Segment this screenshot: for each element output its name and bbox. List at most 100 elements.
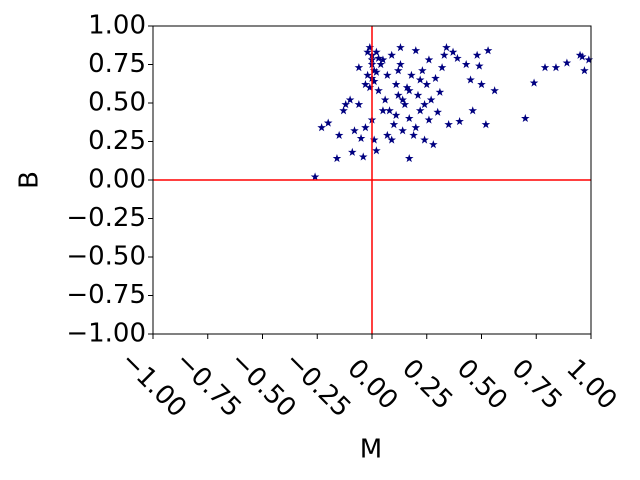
y-tick-label: 0.25 — [88, 126, 146, 156]
data-point — [358, 152, 368, 161]
data-point — [433, 107, 442, 116]
data-point — [334, 130, 344, 139]
data-point — [461, 60, 471, 69]
data-point — [369, 135, 379, 144]
data-point — [409, 130, 418, 139]
data-point — [345, 95, 355, 104]
data-point — [575, 50, 585, 59]
data-point — [420, 100, 429, 109]
data-point — [389, 120, 399, 129]
x-tick-label: 1.00 — [560, 354, 622, 416]
data-point — [369, 76, 379, 86]
data-point — [404, 86, 414, 95]
data-point — [424, 115, 434, 124]
y-tick-label: −1.00 — [66, 319, 146, 349]
data-point — [439, 50, 449, 59]
data-point — [365, 43, 375, 52]
plot-frame — [152, 25, 592, 335]
data-point — [448, 47, 458, 56]
data-point — [402, 83, 412, 92]
data-point — [398, 126, 407, 135]
data-point — [444, 120, 453, 129]
data-point — [400, 100, 410, 109]
data-point — [415, 75, 425, 84]
data-point — [391, 110, 401, 119]
data-point — [354, 63, 364, 72]
data-point — [472, 50, 482, 59]
y-tick-label: 0.00 — [88, 165, 146, 195]
y-tick-label: 1.00 — [88, 11, 146, 41]
data-point — [468, 106, 478, 115]
data-point — [378, 106, 388, 115]
y-tick-label: 0.50 — [88, 88, 146, 118]
data-point — [378, 55, 388, 64]
data-point — [317, 123, 326, 132]
y-axis-label: B — [15, 171, 45, 189]
data-point — [332, 153, 342, 163]
data-point — [562, 58, 572, 67]
data-point — [396, 60, 405, 69]
data-point — [413, 90, 423, 99]
data-point — [391, 80, 401, 89]
data-point — [404, 153, 414, 163]
data-point — [372, 67, 381, 76]
data-point — [387, 135, 396, 144]
data-point — [398, 95, 407, 104]
data-point — [551, 63, 561, 72]
x-axis-label: M — [360, 435, 382, 465]
y-tick-label: −0.75 — [66, 280, 146, 310]
data-point — [577, 52, 587, 61]
data-point — [361, 123, 370, 132]
x-tick-label: 0.75 — [506, 354, 568, 416]
data-point — [411, 46, 421, 55]
data-point — [376, 60, 386, 69]
data-point — [374, 86, 383, 95]
data-point — [323, 118, 333, 127]
data-point — [466, 75, 475, 84]
data-point — [341, 100, 350, 109]
data-point — [387, 50, 396, 59]
data-point — [540, 63, 550, 72]
data-point — [394, 66, 403, 75]
y-tick-label: −0.50 — [66, 242, 146, 272]
data-point — [431, 73, 440, 82]
data-point — [404, 113, 414, 123]
data-point — [422, 80, 432, 89]
data-point — [348, 147, 357, 156]
data-point — [429, 140, 438, 149]
data-point — [481, 120, 491, 129]
data-point — [437, 63, 447, 72]
data-point — [396, 43, 405, 52]
data-point — [356, 133, 366, 143]
data-point — [580, 66, 589, 75]
data-point — [407, 70, 416, 79]
data-point — [455, 116, 464, 126]
data-point — [424, 55, 434, 64]
data-point — [490, 86, 499, 95]
data-point — [442, 43, 451, 52]
data-point — [383, 70, 392, 79]
data-point — [521, 113, 530, 123]
x-tick-label: 0.25 — [396, 354, 458, 416]
data-point — [529, 78, 539, 87]
data-point — [339, 106, 348, 115]
y-tick-label: −0.25 — [66, 203, 146, 233]
data-point — [584, 55, 594, 64]
y-tick-label: 0.75 — [88, 49, 146, 79]
data-point — [426, 95, 436, 104]
data-point — [361, 80, 370, 89]
data-point — [475, 61, 484, 70]
x-tick-label: 0.50 — [451, 354, 513, 416]
data-point — [350, 126, 359, 135]
data-point — [415, 106, 425, 115]
data-point — [435, 87, 445, 96]
data-point — [411, 123, 421, 132]
data-point — [372, 47, 381, 56]
data-point — [374, 53, 383, 62]
data-point — [453, 53, 462, 62]
data-point — [380, 95, 390, 104]
data-point — [372, 146, 381, 155]
data-point — [385, 106, 394, 115]
data-point — [365, 83, 375, 92]
